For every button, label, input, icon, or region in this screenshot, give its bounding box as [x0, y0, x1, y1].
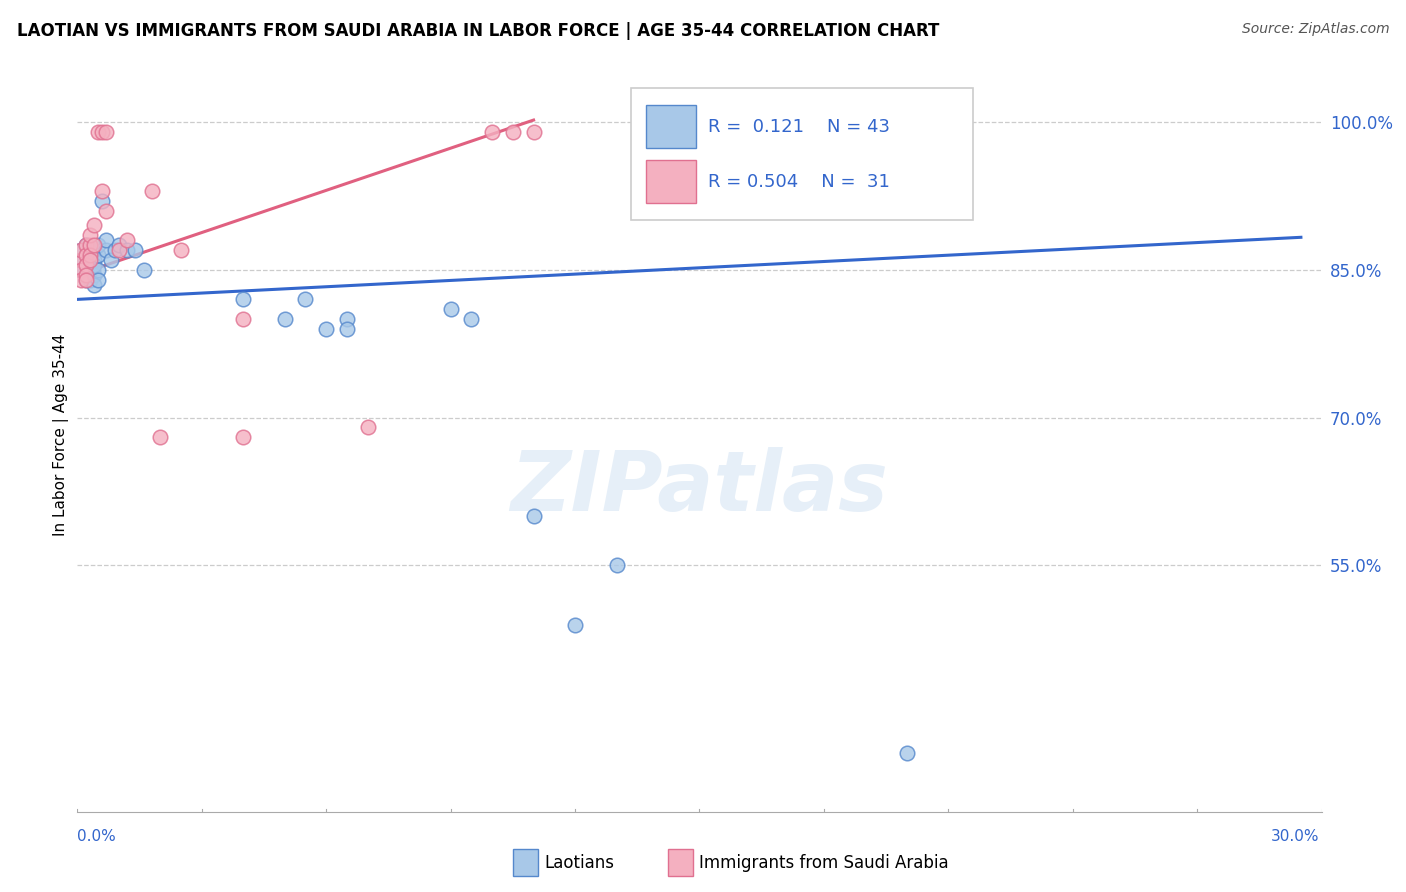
Text: 0.0%: 0.0% — [77, 830, 117, 844]
Point — [523, 509, 546, 524]
Point — [96, 243, 118, 257]
Point — [75, 258, 97, 272]
Point — [83, 252, 105, 267]
Point — [481, 125, 503, 139]
Point — [79, 258, 101, 272]
Point — [87, 248, 110, 262]
Point — [83, 238, 105, 252]
Point — [115, 243, 138, 257]
Point — [336, 322, 359, 336]
Point — [108, 243, 131, 257]
Point — [96, 233, 118, 247]
Point — [75, 248, 97, 262]
Point — [124, 243, 146, 257]
Point — [70, 273, 93, 287]
Point — [75, 238, 97, 252]
Point — [294, 293, 316, 307]
Bar — [645, 104, 696, 148]
Point — [502, 125, 524, 139]
Point — [83, 277, 105, 292]
Point — [79, 252, 101, 267]
Point — [523, 125, 546, 139]
Point — [75, 258, 97, 272]
Point — [115, 233, 138, 247]
Point — [83, 268, 105, 282]
Text: LAOTIAN VS IMMIGRANTS FROM SAUDI ARABIA IN LABOR FORCE | AGE 35-44 CORRELATION C: LAOTIAN VS IMMIGRANTS FROM SAUDI ARABIA … — [17, 22, 939, 40]
Point — [79, 228, 101, 243]
Point — [70, 243, 93, 257]
Text: ZIPatlas: ZIPatlas — [510, 447, 889, 528]
Point — [79, 238, 101, 252]
Point — [75, 248, 97, 262]
Point — [79, 262, 101, 277]
Text: Source: ZipAtlas.com: Source: ZipAtlas.com — [1241, 22, 1389, 37]
Point — [70, 262, 93, 277]
Point — [232, 293, 254, 307]
Point — [70, 262, 93, 277]
Point — [75, 273, 97, 287]
Point — [70, 252, 93, 267]
Bar — [645, 160, 696, 203]
Point — [75, 268, 97, 282]
Point — [232, 430, 254, 444]
Point — [96, 203, 118, 218]
Point — [79, 252, 101, 267]
Point — [100, 252, 122, 267]
FancyBboxPatch shape — [631, 88, 973, 220]
Point — [315, 322, 337, 336]
Point — [75, 273, 97, 287]
Point — [564, 617, 586, 632]
Point — [141, 184, 163, 198]
Point — [336, 312, 359, 326]
Point — [91, 194, 114, 208]
Point — [87, 273, 110, 287]
Point — [96, 125, 118, 139]
Point — [91, 184, 114, 198]
Point — [83, 258, 105, 272]
Point — [132, 262, 155, 277]
Text: R =  0.121    N = 43: R = 0.121 N = 43 — [709, 118, 890, 136]
Point — [460, 312, 482, 326]
Point — [440, 302, 463, 317]
Point — [232, 312, 254, 326]
Point — [91, 125, 114, 139]
Point — [79, 248, 101, 262]
Text: Immigrants from Saudi Arabia: Immigrants from Saudi Arabia — [699, 854, 949, 871]
Point — [896, 746, 918, 760]
Point — [79, 273, 101, 287]
Point — [75, 268, 97, 282]
Point — [70, 252, 93, 267]
Text: R = 0.504    N =  31: R = 0.504 N = 31 — [709, 172, 890, 191]
Text: Laotians: Laotians — [544, 854, 614, 871]
Point — [87, 238, 110, 252]
Y-axis label: In Labor Force | Age 35-44: In Labor Force | Age 35-44 — [53, 334, 69, 536]
Point — [83, 243, 105, 257]
Text: 30.0%: 30.0% — [1271, 830, 1319, 844]
Point — [70, 243, 93, 257]
Point — [149, 430, 172, 444]
Point — [83, 219, 105, 233]
Point — [75, 238, 97, 252]
Point — [170, 243, 193, 257]
Point — [87, 262, 110, 277]
Point — [357, 420, 380, 434]
Point — [104, 243, 127, 257]
Point — [606, 558, 628, 573]
Point — [87, 125, 110, 139]
Point — [274, 312, 297, 326]
Point — [108, 238, 131, 252]
Point — [79, 243, 101, 257]
